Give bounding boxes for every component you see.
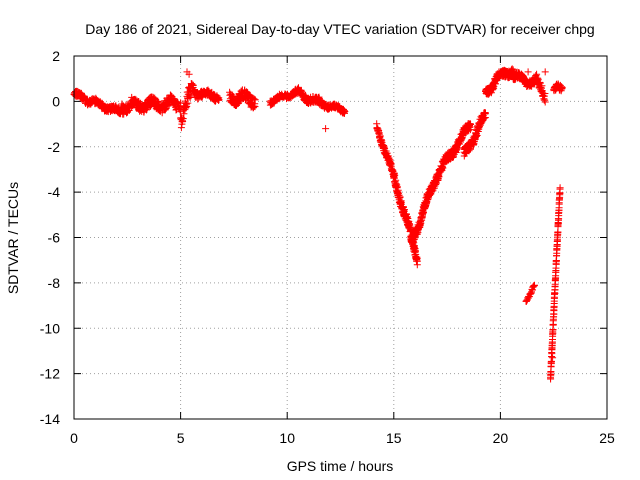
y-tick-label: 0 <box>52 93 60 109</box>
y-axis-label: SDTVAR / TECUs <box>5 182 21 294</box>
data-point <box>185 70 193 78</box>
data-point <box>473 132 481 139</box>
data-point <box>180 110 188 118</box>
data-point <box>533 70 541 78</box>
y-tick-labels: 2 0 -2 -4 -6 -8 -10 -12 -14 <box>40 48 60 427</box>
plot-frame <box>73 55 608 420</box>
data-point <box>341 108 349 115</box>
data-point <box>482 109 489 117</box>
data-point <box>391 171 399 179</box>
x-axis-label: GPS time / hours <box>287 458 394 474</box>
data-point <box>250 95 258 103</box>
y-tick-label: 2 <box>52 48 60 64</box>
data-point <box>396 193 404 201</box>
x-tick-label: 5 <box>177 430 185 446</box>
chart-title: Day 186 of 2021, Sidereal Day-to-day VTE… <box>85 21 594 37</box>
data-point <box>558 83 566 91</box>
y-tick-label: -14 <box>40 411 60 427</box>
data-point <box>541 90 549 97</box>
x-tick-labels: 0 5 10 15 20 25 <box>70 430 615 446</box>
data-point <box>124 108 132 116</box>
x-tick-label: 20 <box>493 430 509 446</box>
data-point <box>179 115 187 123</box>
y-tick-label: -8 <box>48 275 61 291</box>
data-point <box>531 281 538 289</box>
y-tick-label: -6 <box>48 230 61 246</box>
data-point <box>541 68 549 76</box>
data-point <box>183 102 191 110</box>
data-point <box>251 103 259 111</box>
data-point <box>541 98 549 106</box>
x-tick-label: 15 <box>386 430 402 446</box>
data-point <box>435 173 443 181</box>
x-tick-label: 25 <box>599 430 615 446</box>
x-tick-label: 0 <box>70 430 78 446</box>
data-point <box>467 121 475 128</box>
data-point <box>524 68 532 76</box>
data-point <box>322 125 330 133</box>
y-tick-label: -2 <box>48 139 61 155</box>
data-point <box>549 354 557 362</box>
data-point <box>251 96 259 104</box>
data-point <box>228 91 236 99</box>
x-tick-label: 10 <box>279 430 295 446</box>
data-point <box>556 184 564 192</box>
data-point <box>413 261 421 269</box>
y-tick-label: -12 <box>40 366 60 382</box>
data-points <box>70 65 566 383</box>
data-point <box>176 108 184 116</box>
y-tick-label: -4 <box>48 184 61 200</box>
y-tick-label: -10 <box>40 320 60 336</box>
data-point <box>215 96 223 104</box>
